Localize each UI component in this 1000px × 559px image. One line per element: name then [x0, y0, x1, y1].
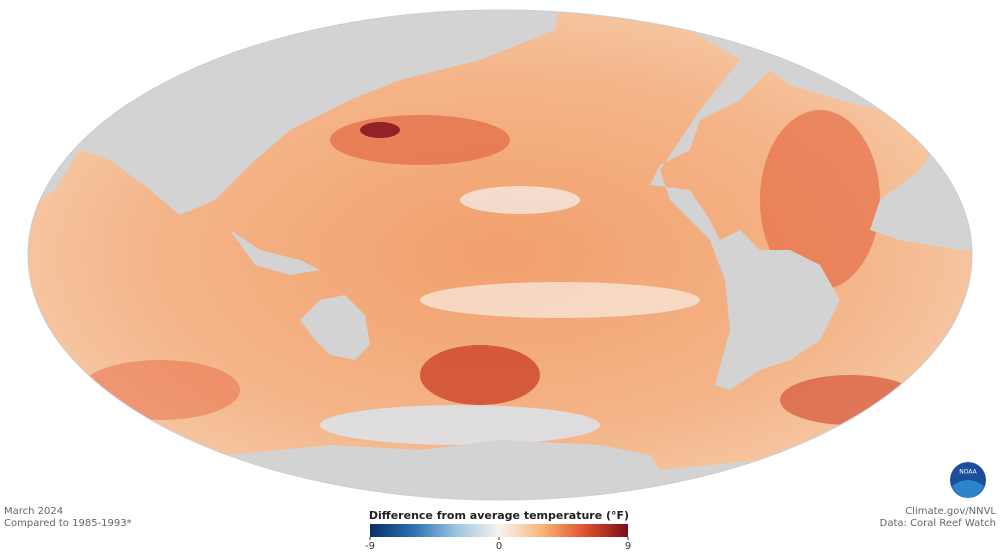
colorbar [370, 524, 628, 537]
source: Data: Coral Reef Watch [880, 518, 996, 529]
ocean-anomaly-patches [80, 110, 920, 445]
colorbar-tick-label: 9 [625, 541, 631, 552]
noaa-logo: NOAA [950, 462, 986, 498]
baseline: Compared to 1985-1993* [4, 518, 132, 529]
logo-text: NOAA [959, 469, 977, 476]
date: March 2024 [4, 506, 63, 517]
colorbar-tick-label: -9 [365, 541, 375, 552]
credit: Climate.gov/NNVL [905, 506, 996, 517]
colorbar-title: Difference from average temperature (°F) [369, 509, 629, 522]
globe-outline [27, 9, 973, 501]
colorbar-tick-label: 0 [496, 541, 502, 552]
